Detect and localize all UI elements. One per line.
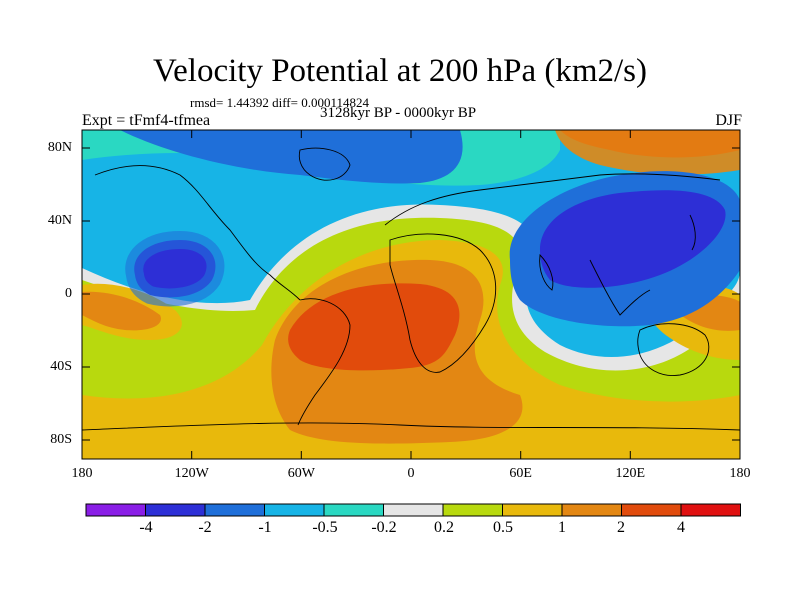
lat-label-80n: 80N	[47, 140, 72, 155]
coast-africa	[389, 233, 497, 373]
period-text: 3128kyr BP - 0000kyr BP	[320, 105, 477, 121]
colorbar-swatch	[383, 503, 444, 517]
plot-title: Velocity Potential at 200 hPa (km2/s)	[152, 53, 648, 89]
colorbar	[85, 503, 741, 517]
lon-label-120e: 120E	[615, 466, 646, 481]
coast-south-america	[297, 298, 351, 426]
colorbar-label-neg2: -2	[198, 519, 212, 536]
colorbar-swatch	[264, 503, 325, 517]
experiment-label: Expt = tFmf4-tfmea	[82, 112, 211, 129]
season-label: DJF	[715, 112, 742, 129]
coast-australia	[637, 323, 710, 376]
colorbar-swatch	[145, 503, 206, 517]
coast-eurasia	[384, 173, 721, 226]
coast-greenland	[298, 147, 351, 181]
rmsd-diff-text: rmsd= 1.44392 diff= 0.000114824	[190, 95, 369, 110]
lat-label-40n: 40N	[47, 213, 72, 228]
coast-north-america	[94, 165, 301, 301]
colorbar-label-05: 0.5	[493, 519, 513, 536]
colorbar-swatch	[680, 503, 741, 517]
colorbar-label-neg1: -1	[258, 519, 272, 536]
colorbar-label-02: 0.2	[434, 519, 454, 536]
lon-label-180-west: 180	[71, 466, 93, 481]
lat-label-80s: 80S	[50, 432, 72, 447]
coast-antarctica	[82, 422, 740, 431]
lon-label-60w: 60W	[287, 466, 315, 481]
coast-india	[539, 254, 554, 291]
colorbar-label-2: 2	[617, 519, 625, 536]
lon-label-180-east: 180	[729, 466, 751, 481]
lon-label-0: 0	[407, 466, 415, 481]
coast-japan	[689, 214, 696, 251]
arctic-orange-patch	[555, 130, 740, 175]
lon-tick-marks	[191, 130, 631, 459]
pacific-west-orange	[82, 291, 161, 331]
colorbar-label-1: 1	[558, 519, 566, 536]
low-pacific-blue	[134, 240, 216, 298]
colorbar-swatch	[442, 503, 503, 517]
colorbar-swatch	[502, 503, 563, 517]
colorbar-swatch	[561, 503, 622, 517]
colorbar-swatch	[85, 503, 146, 517]
positive-red-core	[288, 283, 460, 371]
band-north-blue	[120, 130, 463, 184]
colorbar-label-4: 4	[677, 519, 685, 536]
colorbar-swatch	[621, 503, 682, 517]
velocity-potential-field	[82, 130, 740, 459]
coastlines	[82, 147, 740, 431]
low-asia-deep	[540, 190, 726, 288]
colorbar-label-neg05: -0.5	[312, 519, 338, 536]
lon-label-120w: 120W	[174, 466, 209, 481]
colorbar-swatch	[323, 503, 384, 517]
colorbar-swatch	[204, 503, 265, 517]
colorbar-label-neg4: -4	[139, 519, 153, 536]
lat-label-0: 0	[65, 286, 72, 301]
colorbar-label-neg02: -0.2	[371, 519, 397, 536]
coast-southeast-asia	[589, 259, 651, 316]
low-pacific-ring	[125, 230, 225, 307]
lat-tick-marks	[82, 147, 740, 441]
lat-label-40s: 40S	[50, 359, 72, 374]
lon-label-60e: 60E	[509, 466, 532, 481]
